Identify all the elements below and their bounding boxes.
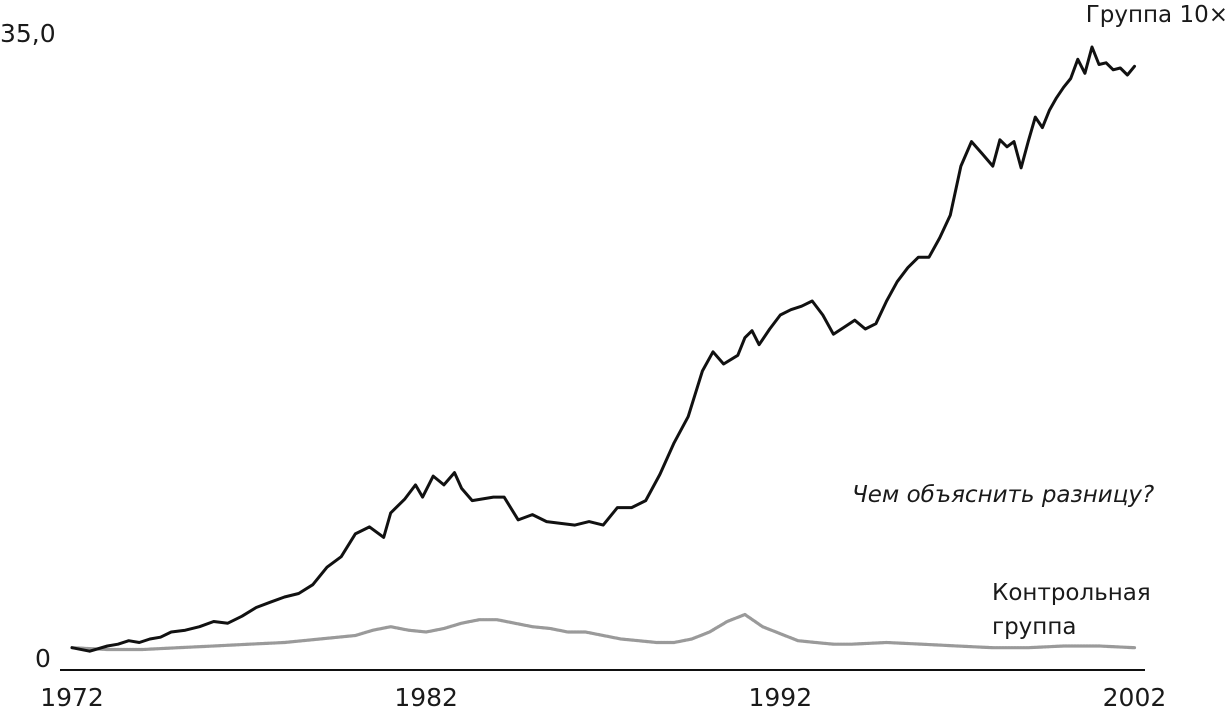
y-tick-label-1: 35,0: [0, 19, 56, 48]
x-tick-label-1972: 1972: [40, 683, 104, 708]
x-tick-label-1992: 1992: [748, 683, 812, 708]
y-tick-label-0: 0: [35, 644, 51, 673]
series-line-group-10x: [70, 45, 1136, 653]
series-label-group-10x: Группа 10×: [1086, 2, 1228, 28]
series-lines: [70, 45, 1137, 653]
x-tick-label-1982: 1982: [394, 683, 458, 708]
series-line-control-group: [70, 612, 1137, 652]
series-label-control-group-line-2: группа: [992, 614, 1076, 640]
x-tick-label-2002: 2002: [1103, 683, 1167, 708]
tick-labels: 1972 1982 1992 2002 0 35,0: [0, 19, 1166, 708]
annotation: Чем объяснить разницу?: [852, 482, 1154, 508]
series-labels: Группа 10× Контрольная группа: [992, 2, 1228, 640]
series-label-control-group-line-1: Контрольная: [992, 580, 1151, 606]
